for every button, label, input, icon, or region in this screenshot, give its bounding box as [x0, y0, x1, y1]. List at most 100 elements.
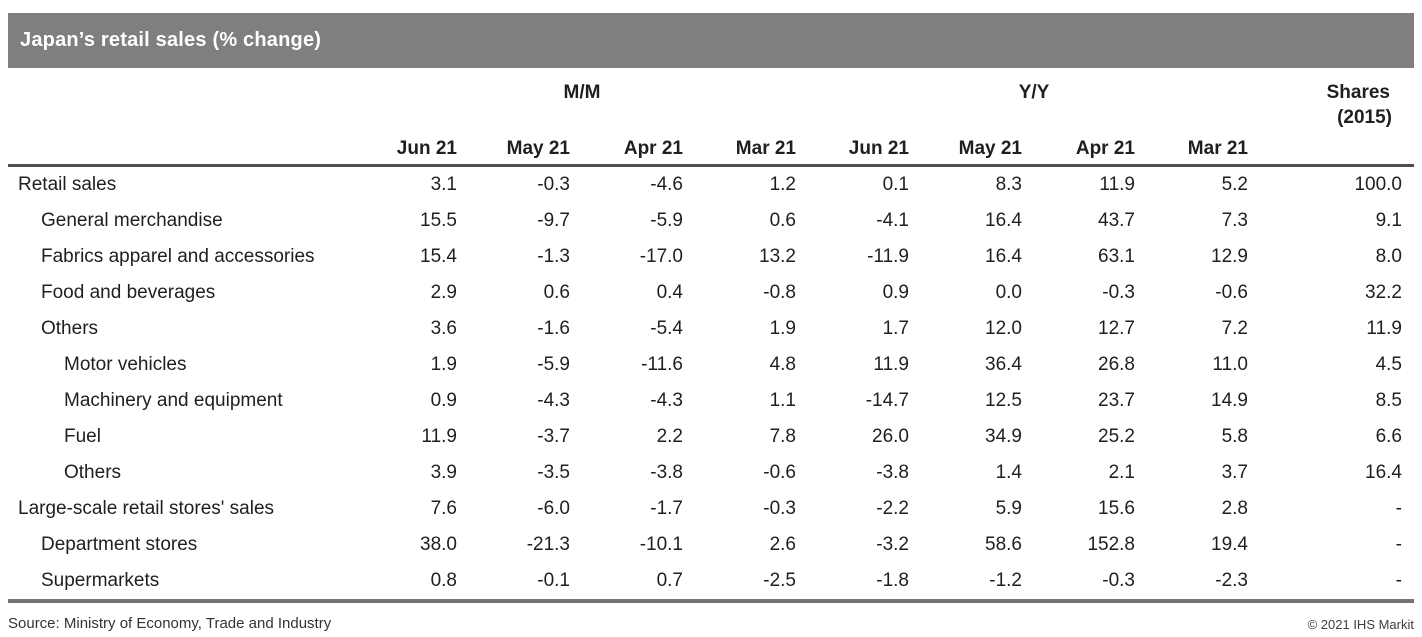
value-cell: 1.7	[882, 318, 909, 339]
value-cell: 5.2	[1221, 174, 1248, 195]
value-cell: 0.1	[882, 174, 909, 195]
month-header-row: Jun 21 May 21 Apr 21 Mar 21 Jun 21 May 21 Apr …	[8, 131, 1414, 164]
value-cell: 15.4	[420, 246, 457, 267]
value-cell: 152.8	[1087, 534, 1135, 555]
value-cell: -0.3	[763, 498, 796, 519]
value-cell: 12.7	[1098, 318, 1135, 339]
source-note: Source: Ministry of Economy, Trade and I…	[8, 615, 332, 632]
table-row: Others 3.6 -1.6 -5.4 1.9 1.7 12.0 12.7 7.2 11.9	[8, 311, 1414, 347]
value-cell: -5.9	[537, 354, 570, 375]
value-cell: -0.3	[537, 174, 570, 195]
value-cell: -0.3	[1102, 570, 1135, 591]
value-cell: 26.8	[1098, 354, 1135, 375]
value-cell: 1.4	[995, 462, 1022, 483]
table-row: Food and beverages 2.9 0.6 0.4 -0.8 0.9 0.0 -0.…	[8, 275, 1414, 311]
shares-header-line1: Shares	[1326, 82, 1390, 103]
value-cell: -1.2	[989, 570, 1022, 591]
value-cell: 3.9	[430, 462, 457, 483]
value-cell: -2.3	[1215, 570, 1248, 591]
value-cell: 32.2	[1365, 282, 1402, 303]
table-row: Supermarkets 0.8 -0.1 0.7 -2.5 -1.8 -1.2 -0.3 -2…	[8, 563, 1414, 599]
month-column-header: Jun 21	[848, 138, 909, 159]
shares-header-line2: (2015)	[1337, 106, 1392, 128]
value-cell: -3.8	[876, 462, 909, 483]
value-cell: 7.3	[1221, 210, 1248, 231]
month-column-header: Mar 21	[1187, 138, 1248, 159]
column-group-header-row: M/M Y/Y Shares	[8, 68, 1414, 104]
value-cell: 38.0	[420, 534, 457, 555]
value-cell: 23.7	[1098, 390, 1135, 411]
value-cell: -14.7	[865, 390, 909, 411]
value-cell: -3.5	[537, 462, 570, 483]
table-title-bar: Japan’s retail sales (% change)	[8, 13, 1414, 68]
value-cell: 11.0	[1212, 354, 1248, 375]
table-row: Department stores 38.0 -21.3 -10.1 2.6 -3.2 58…	[8, 527, 1414, 563]
value-cell: 100.0	[1354, 174, 1402, 195]
value-cell: 58.6	[985, 534, 1022, 555]
value-cell: 1.9	[769, 318, 796, 339]
value-cell: 5.9	[995, 498, 1022, 519]
value-cell: 15.6	[1098, 498, 1135, 519]
month-column-header: Jun 21	[396, 138, 457, 159]
value-cell: -	[1395, 498, 1402, 519]
value-cell: 2.8	[1221, 498, 1248, 519]
group-header-yy: Y/Y	[1018, 82, 1050, 103]
value-cell: -11.9	[867, 246, 909, 267]
value-cell: 43.7	[1098, 210, 1135, 231]
row-label: Supermarkets	[41, 570, 160, 591]
value-cell: 14.9	[1211, 390, 1248, 411]
value-cell: -10.1	[639, 534, 683, 555]
value-cell: 36.4	[985, 354, 1022, 375]
value-cell: 2.1	[1108, 462, 1135, 483]
value-cell: 1.9	[430, 354, 457, 375]
value-cell: -6.0	[537, 498, 570, 519]
row-label: Machinery and equipment	[64, 390, 283, 411]
month-column-header: May 21	[958, 138, 1022, 159]
month-column-header: Mar 21	[735, 138, 796, 159]
value-cell: 0.7	[656, 570, 683, 591]
value-cell: 1.1	[769, 390, 796, 411]
value-cell: 63.1	[1098, 246, 1135, 267]
value-cell: 6.6	[1375, 426, 1402, 447]
shares-header-row2: (2015)	[8, 104, 1414, 131]
value-cell: 16.4	[1365, 462, 1402, 483]
table-row: Fuel 11.9 -3.7 2.2 7.8 26.0 34.9 25.2 5.8 6.6	[8, 419, 1414, 455]
value-cell: 2.9	[430, 282, 457, 303]
row-label: Fabrics apparel and accessories	[41, 246, 315, 267]
value-cell: 4.8	[769, 354, 796, 375]
value-cell: -0.1	[537, 570, 570, 591]
value-cell: -4.6	[650, 174, 683, 195]
value-cell: -1.3	[537, 246, 570, 267]
month-column-header: May 21	[506, 138, 570, 159]
value-cell: 1.2	[769, 174, 796, 195]
value-cell: -1.8	[876, 570, 909, 591]
value-cell: -1.7	[650, 498, 683, 519]
row-label: Motor vehicles	[64, 354, 187, 375]
value-cell: 16.4	[985, 210, 1022, 231]
value-cell: -3.8	[650, 462, 683, 483]
value-cell: 3.7	[1221, 462, 1248, 483]
value-cell: -11.6	[641, 354, 683, 375]
value-cell: -5.9	[650, 210, 683, 231]
value-cell: -9.7	[537, 210, 570, 231]
row-label: Department stores	[41, 534, 198, 555]
row-label: Others	[64, 462, 122, 483]
value-cell: -3.2	[876, 534, 909, 555]
value-cell: 12.5	[985, 390, 1022, 411]
value-cell: 0.8	[430, 570, 457, 591]
value-cell: 25.2	[1098, 426, 1135, 447]
value-cell: 0.6	[543, 282, 570, 303]
value-cell: -4.3	[537, 390, 570, 411]
month-column-header: Apr 21	[623, 138, 683, 159]
value-cell: 26.0	[872, 426, 909, 447]
value-cell: 3.1	[430, 174, 457, 195]
value-cell: -	[1395, 570, 1402, 591]
value-cell: 7.8	[769, 426, 796, 447]
value-cell: 12.0	[985, 318, 1022, 339]
value-cell: 7.2	[1221, 318, 1248, 339]
value-cell: 2.2	[656, 426, 683, 447]
table-row: Motor vehicles 1.9 -5.9 -11.6 4.8 11.9 36.4 26.…	[8, 347, 1414, 383]
value-cell: -4.1	[876, 210, 909, 231]
group-header-mm: M/M	[563, 82, 601, 103]
value-cell: 19.4	[1211, 534, 1248, 555]
